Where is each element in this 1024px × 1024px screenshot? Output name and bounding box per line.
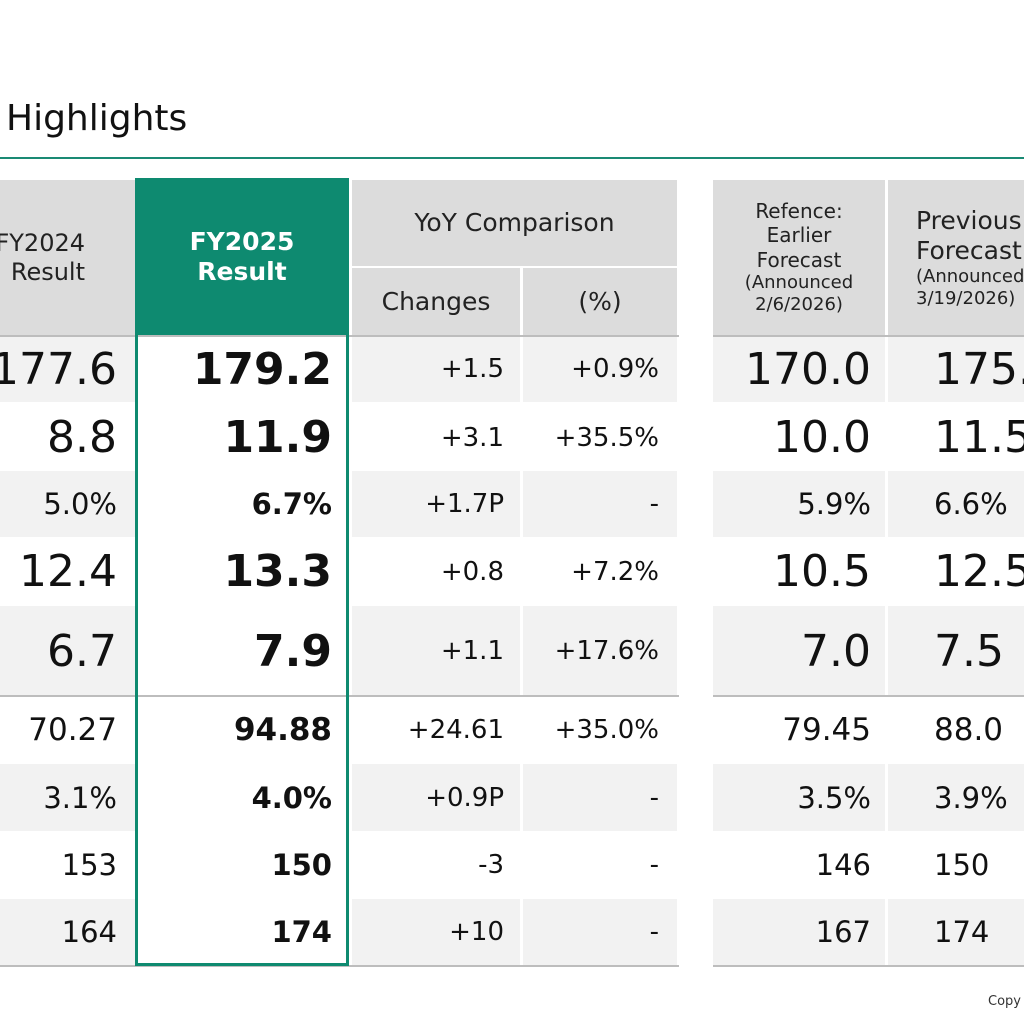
cell-fy2024: 6.7 (0, 606, 135, 696)
cell-fy2024: 3.1% (0, 764, 135, 831)
copyright-text: Copy (988, 994, 1021, 1009)
header-yoy-label: YoY Comparison (414, 208, 615, 237)
header-previous-line1: Previous (916, 205, 1022, 235)
header-pct-label: (%) (578, 286, 622, 316)
cell-earlier: 170.0 (713, 336, 885, 402)
cell-change: -3 (352, 832, 520, 898)
cell-change: +0.8 (352, 538, 520, 605)
cell-previous: 11.5 (888, 404, 1024, 471)
header-fy2024-line1: FY2024 (0, 228, 85, 257)
cell-pct: +35.0% (523, 697, 677, 763)
row-divider (0, 695, 679, 697)
cell-previous: 3.9% (888, 764, 1024, 831)
header-fy2025-line2: Result (197, 256, 287, 286)
cell-fy2025: 11.9 (135, 404, 349, 471)
cell-fy2025: 6.7% (135, 471, 349, 537)
header-previous-line4: 3/19/2026) (916, 287, 1016, 309)
cell-pct: +35.5% (523, 404, 677, 471)
cell-fy2025: 150 (135, 832, 349, 898)
cell-fy2024: 8.8 (0, 404, 135, 471)
header-previous-line2: Forecast (916, 235, 1022, 265)
cell-fy2024: 153 (0, 832, 135, 898)
cell-earlier: 5.9% (713, 471, 885, 537)
cell-change: +1.1 (352, 606, 520, 696)
header-earlier-line1: Refence: (755, 198, 843, 223)
title-underline (0, 157, 1024, 159)
header-earlier-line4: (Announced (744, 272, 854, 294)
cell-change: +0.9P (352, 764, 520, 831)
cell-fy2024: 70.27 (0, 697, 135, 763)
cell-pct: +0.9% (523, 336, 677, 402)
cell-earlier: 10.0 (713, 404, 885, 471)
cell-previous: 174 (888, 899, 1024, 965)
cell-pct: - (523, 764, 677, 831)
header-changes: Changes (352, 268, 520, 335)
cell-fy2025: 94.88 (135, 697, 349, 763)
header-previous-forecast: Previous Forecast (Announced 3/19/2026) (888, 180, 1024, 335)
header-earlier-line3: Forecast (756, 247, 842, 272)
page-title: Highlights (6, 98, 188, 139)
cell-change: +24.61 (352, 697, 520, 763)
cell-change: +3.1 (352, 404, 520, 471)
cell-fy2024: 5.0% (0, 471, 135, 537)
row-divider (713, 335, 1024, 337)
cell-fy2025: 179.2 (135, 336, 349, 402)
row-divider (713, 965, 1024, 967)
cell-earlier: 79.45 (713, 697, 885, 763)
header-earlier-line2: Earlier (766, 223, 832, 248)
cell-change: +1.7P (352, 471, 520, 537)
cell-change: +1.5 (352, 336, 520, 402)
cell-fy2024: 12.4 (0, 538, 135, 605)
cell-earlier: 167 (713, 899, 885, 965)
cell-previous: 6.6% (888, 471, 1024, 537)
cell-previous: 7.5 (888, 606, 1024, 696)
cell-previous: 12.5 (888, 538, 1024, 605)
cell-fy2025: 174 (135, 899, 349, 965)
row-divider (0, 335, 679, 337)
header-fy2025: FY2025 Result (135, 178, 349, 335)
header-fy2024: FY2024 Result (0, 180, 135, 335)
cell-pct: - (523, 899, 677, 965)
row-divider (713, 695, 1024, 697)
header-previous-line3: (Announced (916, 265, 1024, 287)
cell-change: +10 (352, 899, 520, 965)
cell-previous: 150 (888, 832, 1024, 898)
cell-pct: +17.6% (523, 606, 677, 696)
header-changes-label: Changes (381, 286, 491, 316)
cell-fy2025: 4.0% (135, 764, 349, 831)
cell-previous: 88.0 (888, 697, 1024, 763)
cell-pct: +7.2% (523, 538, 677, 605)
cell-earlier: 146 (713, 832, 885, 898)
cell-fy2025: 13.3 (135, 538, 349, 605)
cell-earlier: 10.5 (713, 538, 885, 605)
header-earlier-forecast: Refence: Earlier Forecast (Announced 2/6… (713, 180, 885, 335)
row-divider (0, 965, 679, 967)
header-yoy-comparison: YoY Comparison (352, 180, 677, 266)
cell-earlier: 3.5% (713, 764, 885, 831)
header-fy2024-line2: Result (10, 257, 85, 286)
cell-earlier: 7.0 (713, 606, 885, 696)
cell-fy2024: 177.6 (0, 336, 135, 402)
cell-fy2025: 7.9 (135, 606, 349, 696)
header-fy2025-line1: FY2025 (189, 226, 295, 256)
cell-previous: 175.0 (888, 336, 1024, 402)
cell-pct: - (523, 471, 677, 537)
header-earlier-line5: 2/6/2026) (755, 294, 843, 316)
cell-fy2024: 164 (0, 899, 135, 965)
cell-pct: - (523, 832, 677, 898)
header-pct: (%) (523, 268, 677, 335)
